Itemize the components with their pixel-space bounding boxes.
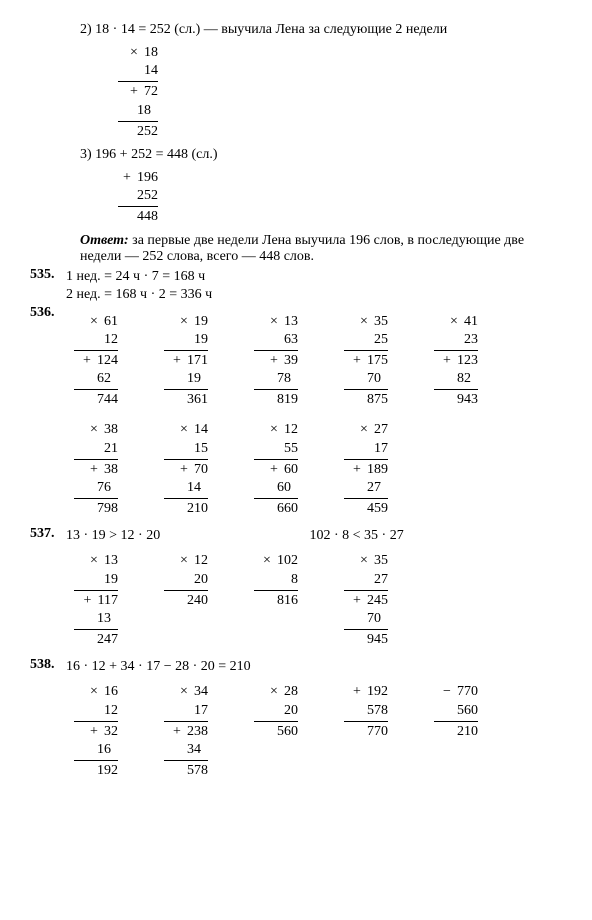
problem-num: 536. <box>30 305 66 321</box>
calc-mult: ×35 25 +175 70 875 <box>344 313 388 410</box>
item-label: 2) <box>80 22 92 37</box>
calc-mult: ×12 55 +60 60 660 <box>254 421 298 518</box>
expr: 16 · 12 + 34 · 17 − 28 · 20 = 210 <box>66 659 562 675</box>
calc-mult: ×102 8 816 <box>254 552 298 610</box>
calc-mult: ×35 27 +245 70 945 <box>344 552 388 649</box>
problem-2-line: 2) 18 · 14 = 252 (сл.) — выучила Лена за… <box>80 22 562 38</box>
answer-text: за первые две недели Лена выучила 196 сл… <box>80 233 524 264</box>
calc-mult: ×28 20 560 <box>254 683 298 741</box>
calc-mult: ×34 17 +238 34 578 <box>164 683 208 780</box>
item-expr: 18 · 14 = 252 (сл.) — выучила Лена за сл… <box>95 22 447 37</box>
problem-537: 537. 13 · 19 > 12 · 20 102 · 8 < 35 · 27… <box>30 526 562 657</box>
line: 2 нед. = 168 ч · 2 = 336 ч <box>66 287 212 303</box>
inequality: 102 · 8 < 35 · 27 <box>310 528 404 543</box>
calc-mult: ×27 17 +189 27 459 <box>344 421 388 518</box>
problem-538: 538. 16 · 12 + 34 · 17 − 28 · 20 = 210 ×… <box>30 657 562 788</box>
problem-2-calc: ×18 14 +72 18 252 <box>110 40 562 145</box>
problem-536: 536. ×61 12 +124 62 744 ×19 19 +171 19 3… <box>30 305 562 527</box>
calc-add: +192 578 770 <box>344 683 388 741</box>
calc-mult: ×16 12 +32 16 192 <box>74 683 118 780</box>
problem-3-line: 3) 196 + 252 = 448 (сл.) <box>80 147 562 163</box>
inequality: 13 · 19 > 12 · 20 <box>66 528 306 544</box>
problem-num: 537. <box>30 526 66 542</box>
item-expr: 196 + 252 = 448 (сл.) <box>95 147 217 162</box>
calc-mult: ×14 15 +70 14 210 <box>164 421 208 518</box>
problem-3-calc: +196 252 448 <box>110 165 562 231</box>
calc-mult: ×38 21 +38 76 798 <box>74 421 118 518</box>
calc-mult: ×12 20 240 <box>164 552 208 610</box>
calc-mult: ×13 19 +117 13 247 <box>74 552 118 649</box>
line: 1 нед. = 24 ч · 7 = 168 ч <box>66 269 212 285</box>
calc-mult: ×19 19 +171 19 361 <box>164 313 208 410</box>
problem-num: 535. <box>30 267 66 283</box>
calc-mult: ×61 12 +124 62 744 <box>74 313 118 410</box>
problem-num: 538. <box>30 657 66 673</box>
calc-mult: ×13 63 +39 78 819 <box>254 313 298 410</box>
answer-line: Ответ: за первые две недели Лена выучила… <box>80 233 562 265</box>
item-label: 3) <box>80 147 92 162</box>
calc-mult: ×41 23 +123 82 943 <box>434 313 478 410</box>
calc-sub: −770 560 210 <box>434 683 478 741</box>
problem-535: 535. 1 нед. = 24 ч · 7 = 168 ч 2 нед. = … <box>30 267 562 305</box>
answer-label: Ответ: <box>80 233 129 248</box>
